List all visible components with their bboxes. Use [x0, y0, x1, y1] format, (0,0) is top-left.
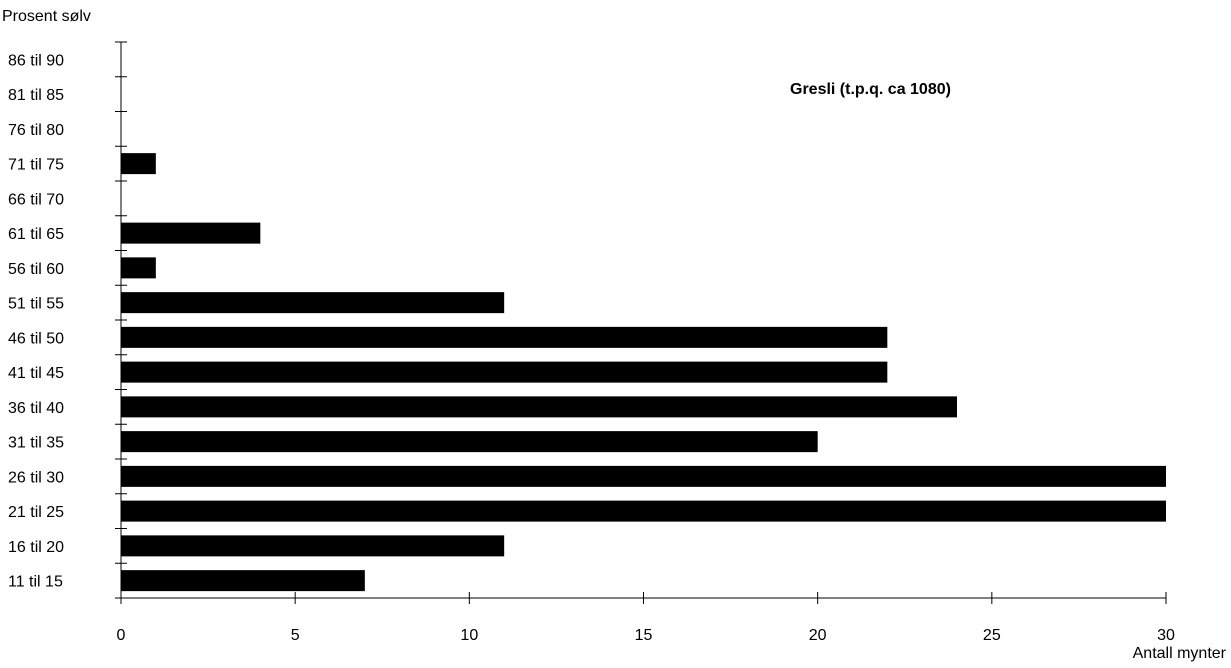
bar [121, 500, 1166, 522]
bar [121, 222, 261, 244]
y-tick-label: 71 til 75 [8, 157, 64, 174]
bar [121, 292, 505, 314]
bar [121, 257, 156, 279]
y-tick-label: 46 til 50 [8, 330, 64, 347]
y-tick-label: 36 til 40 [8, 400, 64, 417]
y-tick-label: 61 til 65 [8, 226, 64, 243]
x-tick-label: 10 [460, 627, 478, 644]
y-tick-label: 51 til 55 [8, 296, 64, 313]
x-axis-title: Antall mynter [1132, 645, 1226, 662]
bar [121, 361, 888, 383]
bar [121, 431, 818, 453]
chart-annotation: Gresli (t.p.q. ca 1080) [790, 81, 951, 98]
y-tick-label: 31 til 35 [8, 435, 64, 452]
bar [121, 153, 156, 175]
y-tick-label: 86 til 90 [8, 52, 64, 69]
x-tick-label: 0 [117, 627, 126, 644]
y-tick-label: 21 til 25 [8, 504, 64, 521]
y-tick-label: 11 til 15 [8, 574, 63, 591]
x-tick-label: 5 [291, 627, 300, 644]
bar [121, 396, 957, 418]
bar [121, 535, 505, 557]
y-tick-label: 26 til 30 [8, 469, 64, 486]
y-tick-label: 56 til 60 [8, 261, 64, 278]
y-tick-label: 66 til 70 [8, 191, 64, 208]
bar [121, 570, 365, 592]
y-tick-label: 81 til 85 [8, 87, 64, 104]
y-tick-label: 76 til 80 [8, 122, 64, 139]
x-tick-label: 25 [983, 627, 1001, 644]
y-tick-label: 16 til 20 [8, 539, 64, 556]
y-tick-label: 41 til 45 [8, 365, 64, 382]
x-tick-label: 30 [1157, 627, 1175, 644]
bar [121, 326, 888, 348]
x-tick-label: 15 [635, 627, 653, 644]
y-axis-title: Prosent sølv [2, 8, 91, 25]
x-tick-label: 20 [809, 627, 827, 644]
bar [121, 465, 1166, 487]
